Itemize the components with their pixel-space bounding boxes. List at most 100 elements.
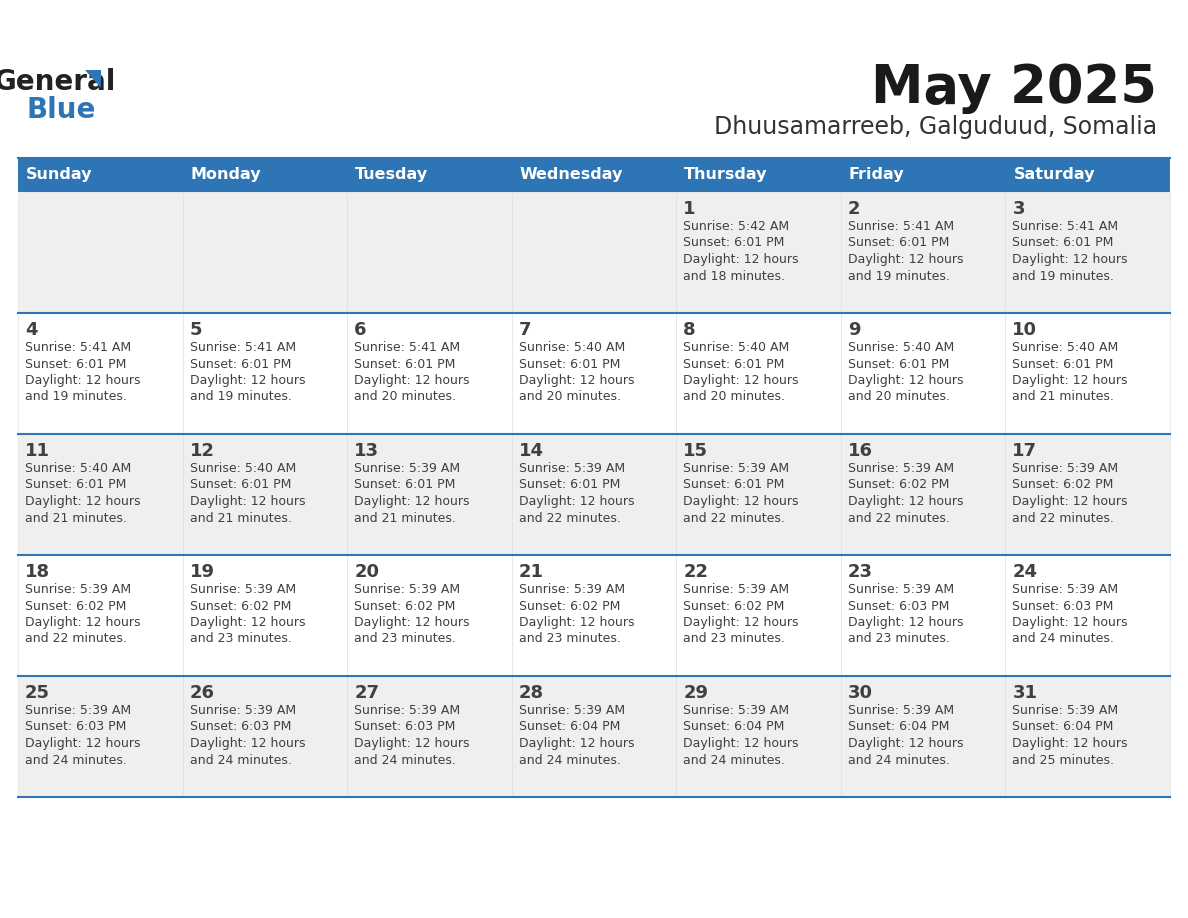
Text: Sunrise: 5:39 AM: Sunrise: 5:39 AM: [1012, 704, 1119, 717]
Text: and 24 minutes.: and 24 minutes.: [190, 754, 291, 767]
Text: Sunset: 6:01 PM: Sunset: 6:01 PM: [519, 478, 620, 491]
Text: Sunrise: 5:39 AM: Sunrise: 5:39 AM: [519, 583, 625, 596]
Text: Sunrise: 5:41 AM: Sunrise: 5:41 AM: [848, 220, 954, 233]
Bar: [183, 158, 347, 192]
Text: Sunrise: 5:40 AM: Sunrise: 5:40 AM: [25, 462, 131, 475]
Bar: [18, 313, 183, 434]
Bar: [347, 555, 512, 676]
Text: 11: 11: [25, 442, 50, 460]
Text: Sunset: 6:01 PM: Sunset: 6:01 PM: [1012, 357, 1114, 371]
Text: and 22 minutes.: and 22 minutes.: [1012, 511, 1114, 524]
Text: Daylight: 12 hours: Daylight: 12 hours: [1012, 253, 1127, 266]
Bar: [183, 676, 347, 797]
Text: 5: 5: [190, 321, 202, 339]
Text: Sunset: 6:02 PM: Sunset: 6:02 PM: [1012, 478, 1114, 491]
Text: Sunrise: 5:39 AM: Sunrise: 5:39 AM: [683, 583, 789, 596]
Text: and 21 minutes.: and 21 minutes.: [1012, 390, 1114, 404]
Bar: [841, 313, 1005, 434]
Text: Daylight: 12 hours: Daylight: 12 hours: [354, 495, 469, 508]
Text: Sunrise: 5:40 AM: Sunrise: 5:40 AM: [519, 341, 625, 354]
Bar: [183, 313, 347, 434]
Text: May 2025: May 2025: [871, 62, 1157, 114]
Bar: [18, 158, 183, 192]
Text: Sunset: 6:02 PM: Sunset: 6:02 PM: [683, 599, 784, 612]
Text: Sunrise: 5:40 AM: Sunrise: 5:40 AM: [683, 341, 790, 354]
Text: Daylight: 12 hours: Daylight: 12 hours: [1012, 495, 1127, 508]
Bar: [676, 158, 841, 192]
Text: Sunday: Sunday: [26, 167, 93, 183]
Bar: [347, 313, 512, 434]
Text: and 24 minutes.: and 24 minutes.: [519, 754, 620, 767]
Text: Sunrise: 5:39 AM: Sunrise: 5:39 AM: [354, 583, 460, 596]
Bar: [676, 555, 841, 676]
Text: 30: 30: [848, 684, 873, 702]
Text: Sunrise: 5:39 AM: Sunrise: 5:39 AM: [683, 704, 789, 717]
Text: and 23 minutes.: and 23 minutes.: [354, 633, 456, 645]
Text: Sunrise: 5:39 AM: Sunrise: 5:39 AM: [1012, 462, 1119, 475]
Text: and 24 minutes.: and 24 minutes.: [354, 754, 456, 767]
Text: 8: 8: [683, 321, 696, 339]
Text: 10: 10: [1012, 321, 1037, 339]
Text: and 21 minutes.: and 21 minutes.: [25, 511, 127, 524]
Text: 31: 31: [1012, 684, 1037, 702]
Text: Sunrise: 5:41 AM: Sunrise: 5:41 AM: [190, 341, 296, 354]
Bar: [183, 434, 347, 555]
Text: Daylight: 12 hours: Daylight: 12 hours: [683, 374, 798, 387]
Bar: [512, 555, 676, 676]
Text: Sunrise: 5:42 AM: Sunrise: 5:42 AM: [683, 220, 789, 233]
Text: Daylight: 12 hours: Daylight: 12 hours: [1012, 737, 1127, 750]
Text: and 23 minutes.: and 23 minutes.: [519, 633, 620, 645]
Text: and 20 minutes.: and 20 minutes.: [354, 390, 456, 404]
Text: Blue: Blue: [26, 96, 96, 124]
Text: Sunrise: 5:39 AM: Sunrise: 5:39 AM: [354, 704, 460, 717]
Text: Sunrise: 5:39 AM: Sunrise: 5:39 AM: [354, 462, 460, 475]
Bar: [1005, 555, 1170, 676]
Bar: [512, 158, 676, 192]
Text: Sunset: 6:02 PM: Sunset: 6:02 PM: [848, 478, 949, 491]
Text: Sunset: 6:01 PM: Sunset: 6:01 PM: [354, 478, 455, 491]
Text: Sunrise: 5:40 AM: Sunrise: 5:40 AM: [848, 341, 954, 354]
Text: and 20 minutes.: and 20 minutes.: [683, 390, 785, 404]
Text: and 23 minutes.: and 23 minutes.: [190, 633, 291, 645]
Bar: [18, 555, 183, 676]
Text: Daylight: 12 hours: Daylight: 12 hours: [190, 616, 305, 629]
Bar: [18, 676, 183, 797]
Text: 22: 22: [683, 563, 708, 581]
Text: 17: 17: [1012, 442, 1037, 460]
Text: 15: 15: [683, 442, 708, 460]
Text: 3: 3: [1012, 200, 1025, 218]
Bar: [841, 192, 1005, 313]
Bar: [347, 676, 512, 797]
Bar: [676, 434, 841, 555]
Text: Sunset: 6:01 PM: Sunset: 6:01 PM: [683, 237, 784, 250]
Text: Daylight: 12 hours: Daylight: 12 hours: [25, 374, 140, 387]
Text: Sunset: 6:03 PM: Sunset: 6:03 PM: [354, 721, 455, 733]
Text: 19: 19: [190, 563, 215, 581]
Text: Sunrise: 5:40 AM: Sunrise: 5:40 AM: [190, 462, 296, 475]
Text: Sunset: 6:01 PM: Sunset: 6:01 PM: [683, 357, 784, 371]
Text: Sunset: 6:01 PM: Sunset: 6:01 PM: [354, 357, 455, 371]
Text: and 20 minutes.: and 20 minutes.: [519, 390, 620, 404]
Text: 2: 2: [848, 200, 860, 218]
Text: Daylight: 12 hours: Daylight: 12 hours: [1012, 374, 1127, 387]
Bar: [841, 434, 1005, 555]
Text: Sunset: 6:01 PM: Sunset: 6:01 PM: [848, 237, 949, 250]
Bar: [1005, 158, 1170, 192]
Bar: [183, 192, 347, 313]
Polygon shape: [86, 70, 101, 88]
Text: and 22 minutes.: and 22 minutes.: [25, 633, 127, 645]
Text: Daylight: 12 hours: Daylight: 12 hours: [848, 495, 963, 508]
Text: Sunset: 6:03 PM: Sunset: 6:03 PM: [1012, 599, 1114, 612]
Bar: [512, 192, 676, 313]
Text: and 18 minutes.: and 18 minutes.: [683, 270, 785, 283]
Bar: [512, 313, 676, 434]
Text: Daylight: 12 hours: Daylight: 12 hours: [683, 253, 798, 266]
Text: Sunrise: 5:39 AM: Sunrise: 5:39 AM: [519, 704, 625, 717]
Text: 16: 16: [848, 442, 873, 460]
Text: Sunrise: 5:39 AM: Sunrise: 5:39 AM: [848, 704, 954, 717]
Text: Wednesday: Wednesday: [519, 167, 623, 183]
Text: Sunset: 6:04 PM: Sunset: 6:04 PM: [683, 721, 784, 733]
Text: Sunrise: 5:39 AM: Sunrise: 5:39 AM: [848, 462, 954, 475]
Bar: [676, 192, 841, 313]
Text: Sunset: 6:02 PM: Sunset: 6:02 PM: [190, 599, 291, 612]
